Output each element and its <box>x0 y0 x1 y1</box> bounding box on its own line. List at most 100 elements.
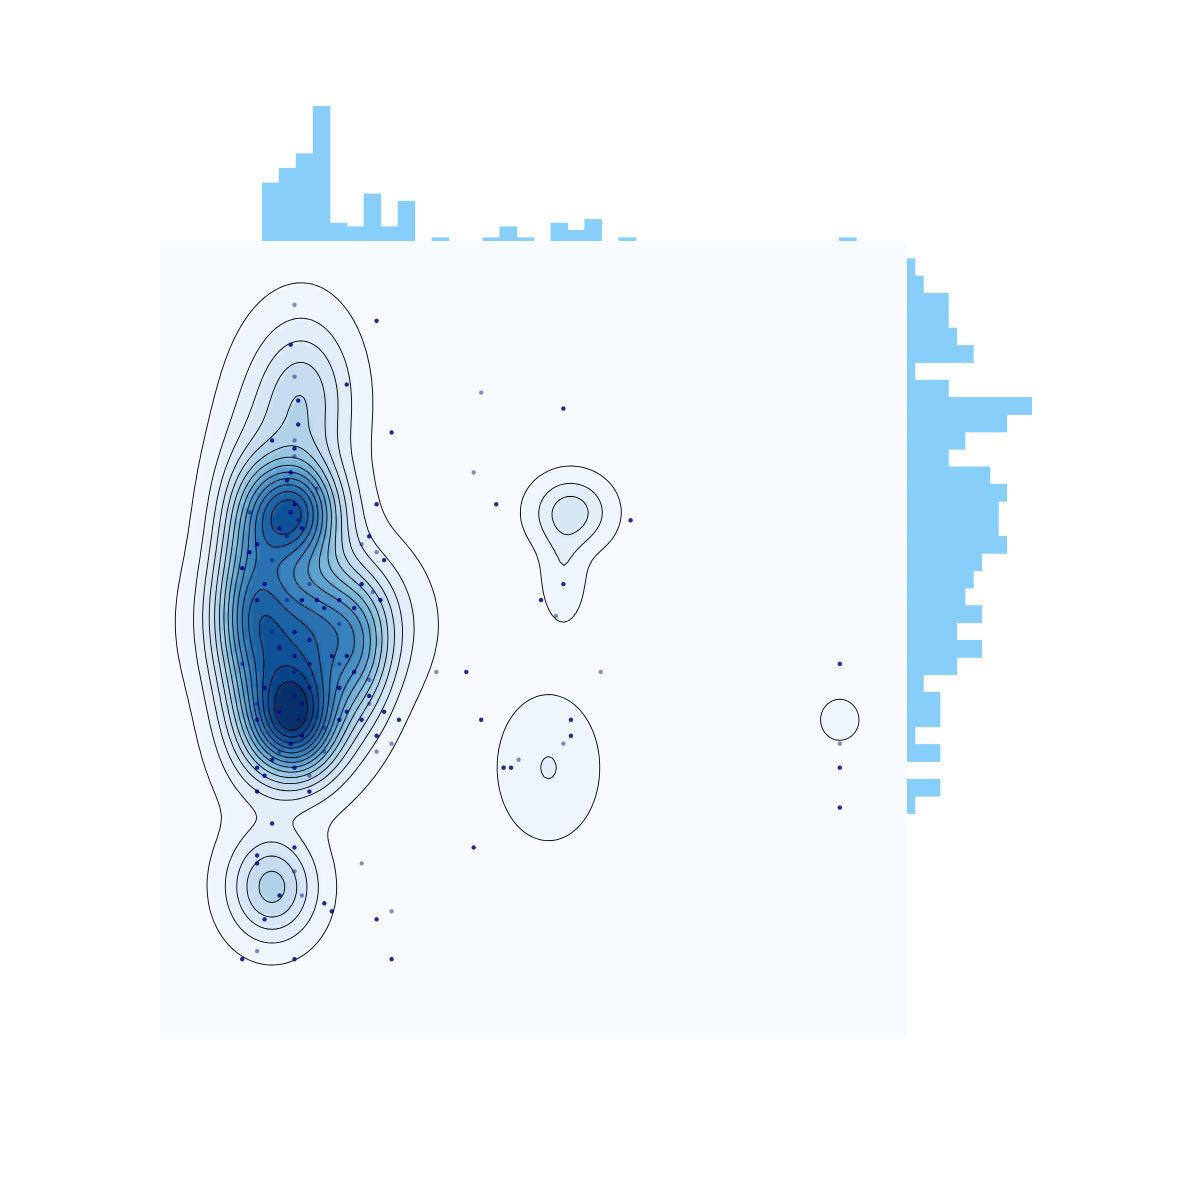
top-marginal-histogram <box>261 106 857 241</box>
scatter-point <box>247 550 252 555</box>
right-marginal-histogram <box>907 258 1032 814</box>
right-hist-bar <box>907 709 941 728</box>
top-hist-bar <box>312 106 331 241</box>
scatter-point <box>269 821 275 826</box>
scatter-point <box>381 709 387 714</box>
right-hist-bar <box>907 431 966 450</box>
scatter-point <box>269 629 275 635</box>
scatter-point <box>501 765 506 770</box>
scatter-point <box>292 302 297 307</box>
scatter-point <box>561 406 566 411</box>
right-hist-bar <box>907 744 941 762</box>
scatter-point <box>434 669 439 675</box>
scatter-point <box>352 605 357 611</box>
scatter-point <box>240 957 245 962</box>
scatter-point <box>389 957 394 962</box>
scatter-point <box>837 741 842 746</box>
right-hist-bar <box>907 275 924 294</box>
scatter-point <box>254 853 260 858</box>
scatter-point <box>359 861 364 866</box>
top-hist-bar <box>261 182 280 241</box>
kde-contour-line-1 <box>174 282 860 966</box>
right-hist-bar <box>907 518 999 537</box>
scatter-point <box>292 502 297 507</box>
scatter-point <box>479 390 484 395</box>
scatter-point <box>628 518 633 523</box>
right-hist-bar <box>907 293 949 311</box>
scatter-point <box>254 701 260 706</box>
scatter-point <box>837 661 842 667</box>
scatter-point <box>374 917 379 922</box>
scatter-point <box>367 701 372 706</box>
scatter-point <box>494 502 499 507</box>
scatter-point <box>288 741 293 746</box>
scatter-point <box>322 901 327 906</box>
scatter-point <box>262 773 267 778</box>
scatter-point <box>344 382 349 387</box>
scatter-point <box>314 597 320 603</box>
scatter-point <box>277 709 282 714</box>
scatter-point <box>479 717 484 722</box>
scatter-point <box>337 661 342 667</box>
right-hist-bar <box>907 501 999 519</box>
top-hist-bar <box>482 237 501 241</box>
top-hist-bar <box>295 153 314 241</box>
scatter-point <box>254 717 260 722</box>
scatter-point <box>284 534 290 539</box>
scatter-point <box>254 597 260 603</box>
scatter-point <box>296 717 301 722</box>
scatter-point <box>269 757 275 762</box>
right-hist-bar <box>907 605 982 624</box>
right-hist-bar <box>907 588 966 606</box>
scatter-point <box>553 613 559 619</box>
kde-contour-line-9 <box>232 471 365 763</box>
scatter-point <box>367 677 372 683</box>
right-hist-bar <box>907 796 916 814</box>
top-hist-bar <box>618 237 636 241</box>
scatter-point <box>359 542 364 547</box>
kde-fill-image <box>160 241 908 1041</box>
top-hist-bar <box>346 226 365 241</box>
top-hist-bar <box>278 168 297 241</box>
scatter-point <box>292 374 297 379</box>
top-hist-bar <box>567 230 585 241</box>
scatter-point <box>538 597 544 603</box>
kde-contour-line-14 <box>267 665 314 738</box>
right-hist-bar <box>907 327 957 346</box>
scatter-point <box>296 422 301 427</box>
scatter-point <box>344 709 349 714</box>
scatter-point <box>254 861 260 866</box>
kde-contour-line-12 <box>248 491 324 749</box>
scatter-point <box>254 949 260 954</box>
scatter-point <box>508 765 514 770</box>
scatter-point <box>307 581 312 587</box>
scatter-point <box>837 805 842 810</box>
right-hist-bar <box>907 640 982 658</box>
right-hist-bar <box>907 345 974 363</box>
top-hist-bar <box>584 219 602 241</box>
scatter-point <box>277 893 282 898</box>
scatter-point <box>299 701 305 706</box>
scatter-point <box>292 669 297 675</box>
scatter-point <box>299 597 305 603</box>
kde-contour-line-5 <box>214 394 389 903</box>
scatter-point <box>561 741 566 746</box>
top-hist-bar <box>431 237 450 241</box>
scatter-point <box>370 589 376 595</box>
scatter-point <box>296 518 301 523</box>
right-hist-bar <box>907 310 949 329</box>
scatter-point <box>292 765 297 770</box>
right-hist-bar <box>907 622 957 641</box>
right-hist-bar <box>907 570 974 589</box>
scatter-point <box>292 446 297 451</box>
scatter-point <box>322 725 327 730</box>
scatter-point <box>254 789 260 794</box>
right-hist-bar <box>907 258 916 277</box>
scatter-point <box>516 757 521 762</box>
scatter-point <box>389 430 394 435</box>
scatter-point <box>374 550 379 555</box>
scatter-point <box>299 733 305 738</box>
kde-contour-line-7 <box>223 456 377 773</box>
scatter-point <box>337 621 342 627</box>
